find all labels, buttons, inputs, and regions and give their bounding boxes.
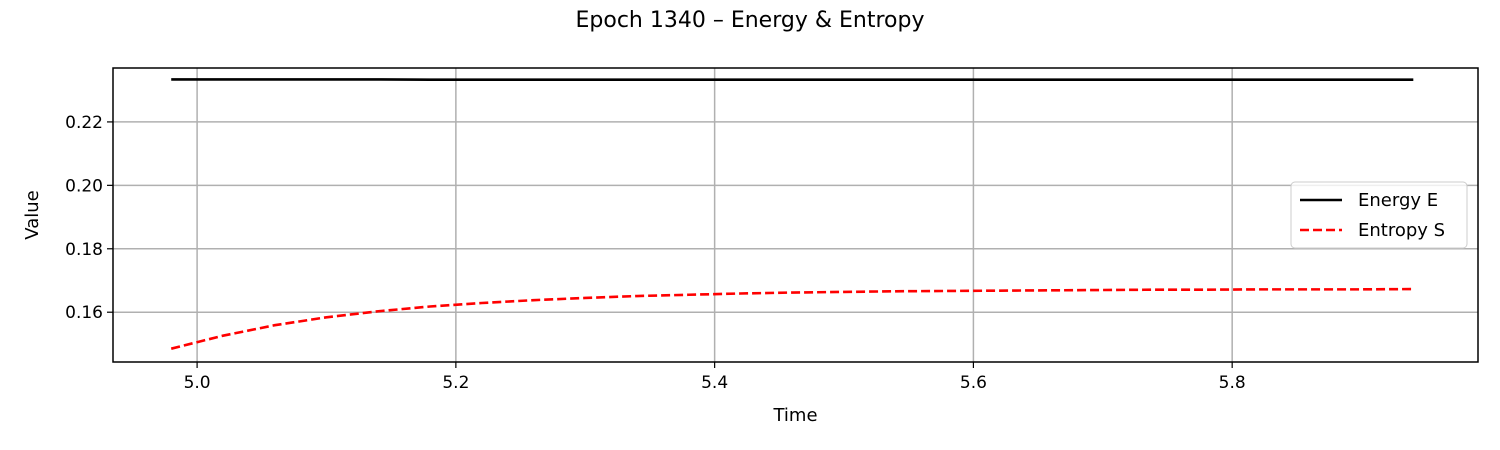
legend: Energy E Entropy S [1290,181,1468,249]
y-tick-label: 0.18 [65,240,103,260]
series-layer [170,78,1414,350]
grid-layer [113,68,1478,362]
x-tick-label: 5.4 [701,373,728,393]
x-tick-label: 5.6 [960,373,987,393]
legend-label: Energy E [1358,190,1438,211]
legend-items: Energy E Entropy S [1300,190,1445,241]
legend-box [1290,181,1468,249]
x-axis-label: Time [772,405,817,426]
y-tick-label: 0.22 [65,113,103,133]
ticks-layer: 5.0 5.2 5.4 5.6 5.8 0.16 0.18 0.20 0.22 [65,113,1246,393]
x-tick-label: 5.8 [1219,373,1246,393]
y-tick-label: 0.20 [65,176,103,196]
y-tick-label: 0.16 [65,303,103,323]
chart-title: Epoch 1340 – Energy & Entropy [576,8,925,33]
legend-label: Entropy S [1358,220,1445,241]
y-axis-label: Value [22,190,43,239]
x-tick-label: 5.2 [442,373,469,393]
x-tick-label: 5.0 [184,373,211,393]
plot-frame [112,67,1479,363]
series-line-entropy [170,287,1414,350]
